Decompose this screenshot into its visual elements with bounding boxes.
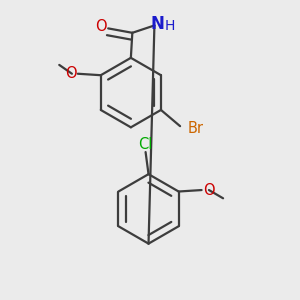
Text: Cl: Cl <box>138 137 153 152</box>
Text: Br: Br <box>188 121 203 136</box>
Text: O: O <box>203 182 215 197</box>
Text: H: H <box>164 19 175 33</box>
Text: O: O <box>65 66 76 81</box>
Text: N: N <box>150 15 164 33</box>
Text: O: O <box>95 20 106 34</box>
